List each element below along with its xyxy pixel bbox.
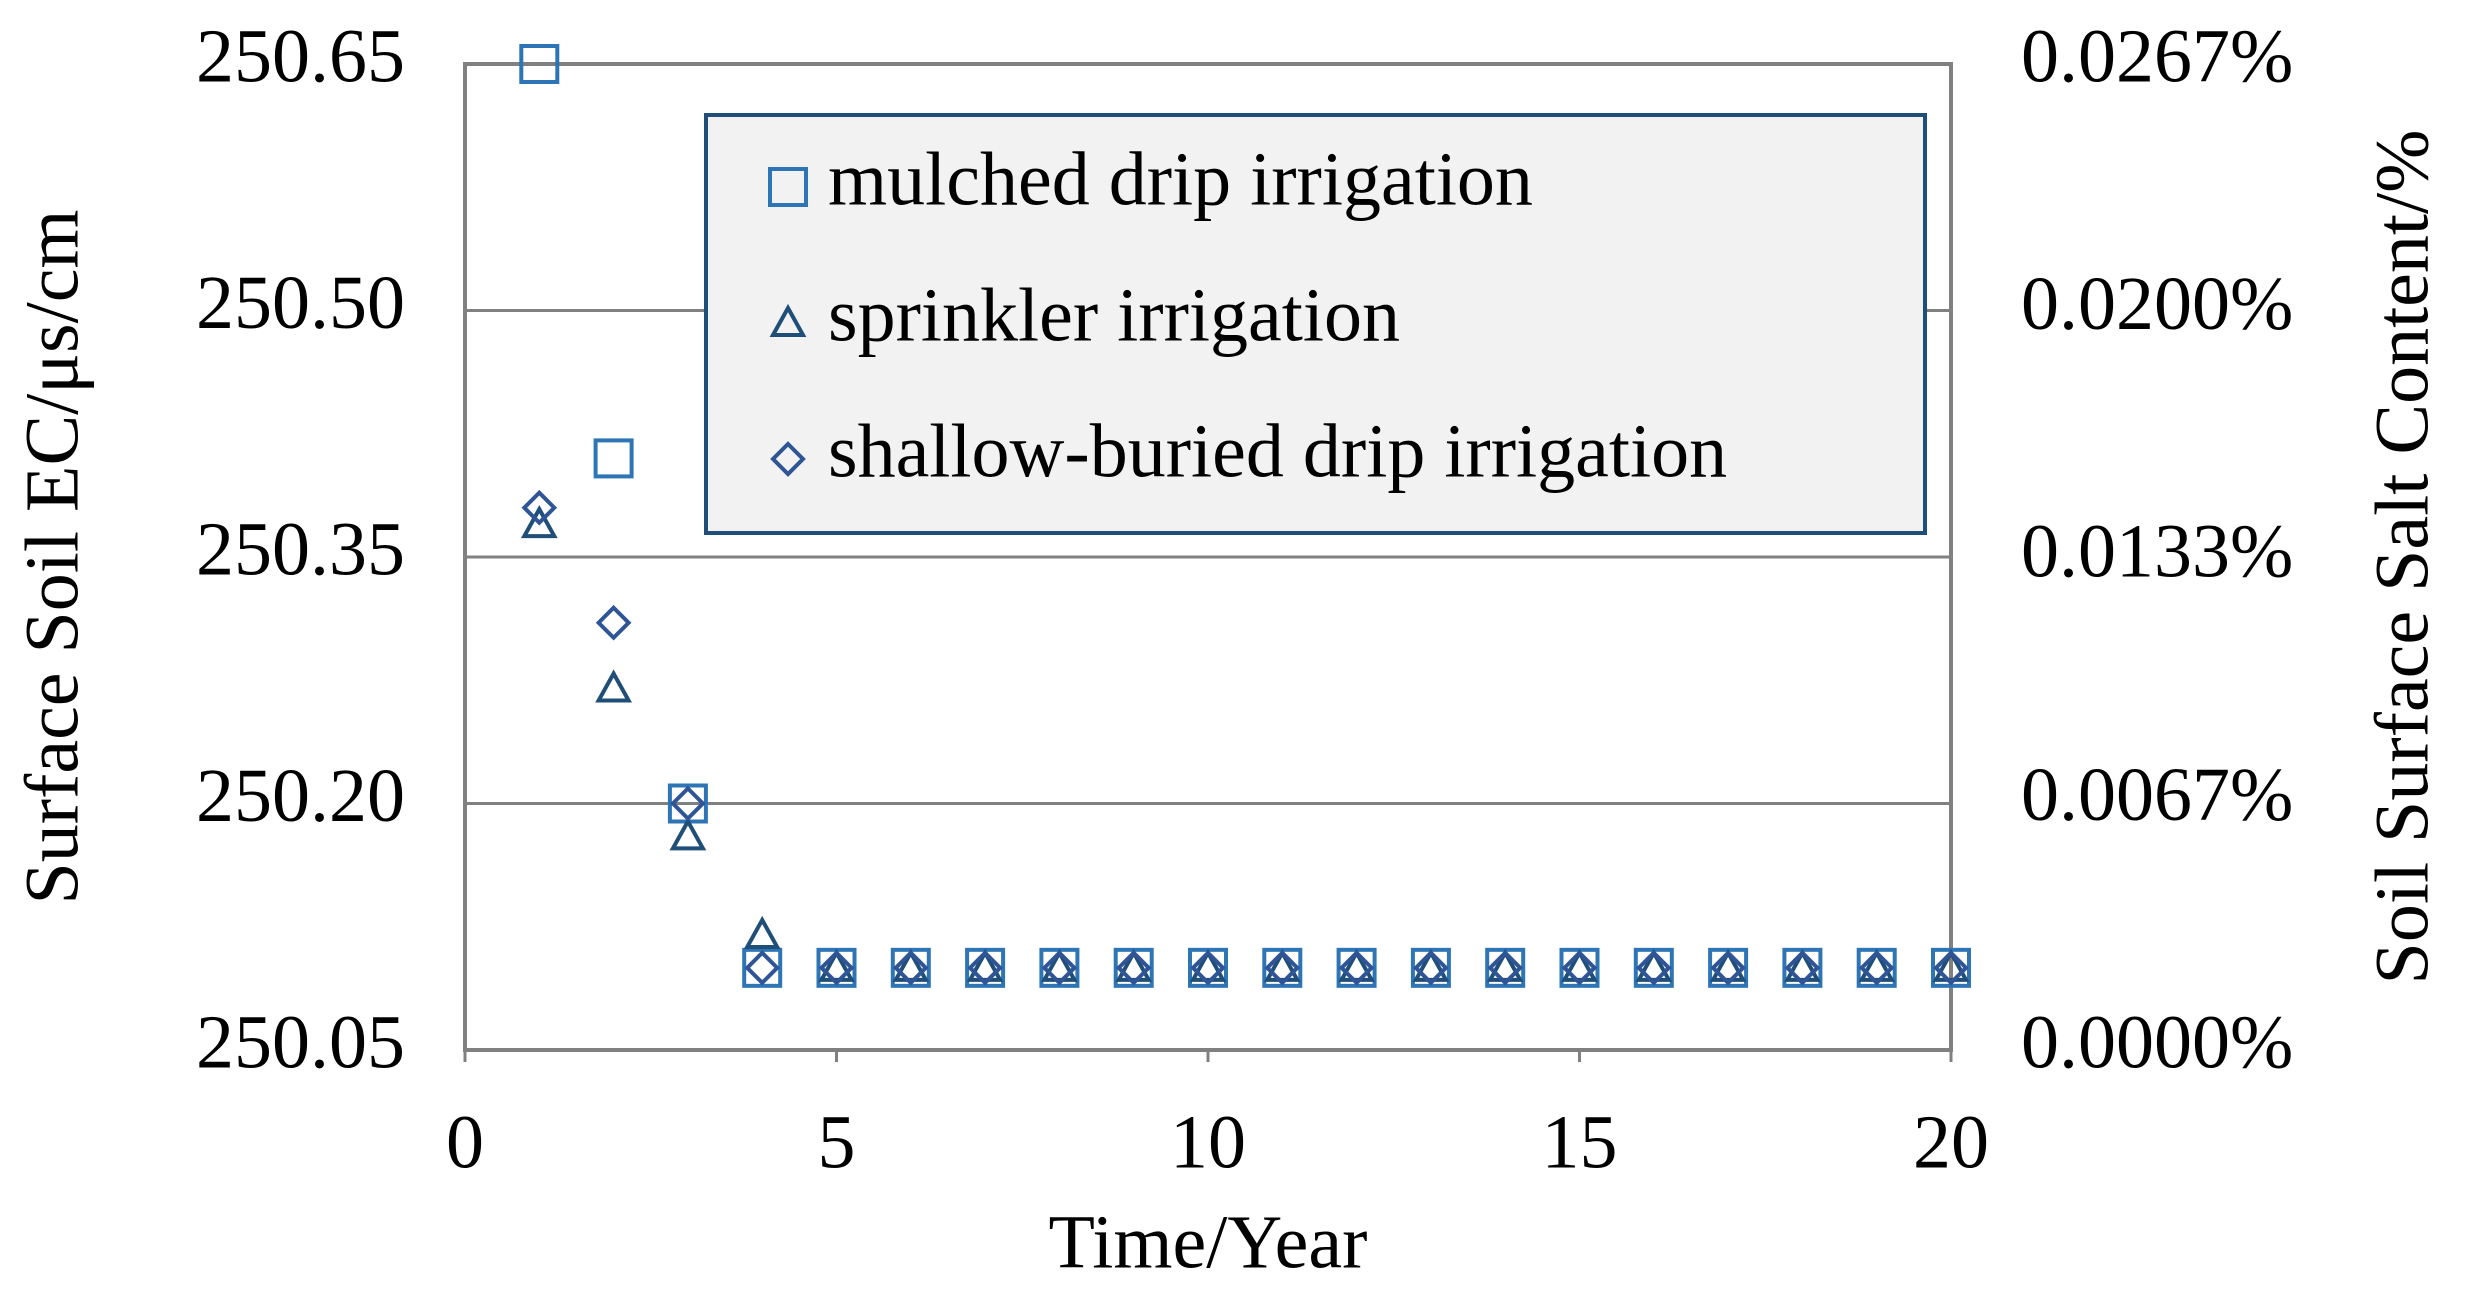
marker-square [519, 44, 560, 84]
x-tick-label: 20 [1913, 1100, 1989, 1184]
y-tick-label: 250.05 [196, 1000, 405, 1084]
y-tick-label: 250.50 [196, 261, 405, 345]
x-axis-label: Time/Year [1049, 1200, 1368, 1284]
marker-diamond [1264, 950, 1301, 986]
marker-diamond [967, 950, 1003, 986]
marker-triangle [966, 948, 1004, 982]
legend-box [704, 113, 1927, 535]
marker-triangle [743, 915, 781, 949]
x-tick-label: 5 [818, 1100, 856, 1184]
marker-triangle [1115, 948, 1153, 982]
marker-triangle [1412, 948, 1450, 982]
x-tick-label: 0 [446, 1100, 484, 1184]
marker-triangle [892, 948, 930, 982]
marker-diamond [1190, 950, 1226, 986]
marker-triangle [1561, 948, 1598, 982]
y-tick-label: 250.35 [196, 507, 405, 591]
marker-triangle [1338, 948, 1375, 982]
marker-diamond [1858, 950, 1895, 986]
marker-diamond [1413, 950, 1449, 986]
plot-frame [463, 62, 1953, 1052]
marker-square [593, 438, 634, 479]
marker-triangle [1858, 948, 1896, 982]
marker-diamond [1561, 950, 1598, 986]
marker-diamond [1041, 950, 1078, 986]
marker-triangle [818, 948, 855, 982]
marker-triangle [1635, 948, 1673, 982]
marker-diamond [892, 950, 929, 986]
marker-diamond [1635, 950, 1672, 986]
marker-triangle [1784, 948, 1821, 982]
y2-tick-label: 0.0000% [2021, 1000, 2293, 1084]
x-tick-label: 15 [1542, 1100, 1618, 1184]
marker-diamond [744, 950, 781, 986]
y2-tick-label: 0.0133% [2021, 509, 2293, 593]
y-axis-label: Surface Soil EC/μs/cm [10, 209, 94, 904]
marker-triangle [1041, 948, 1078, 982]
marker-diamond [595, 604, 632, 641]
marker-triangle [520, 505, 558, 539]
legend: mulched drip irrigation sprinkler irrigat… [704, 113, 1927, 535]
marker-diamond [670, 785, 706, 822]
marker-square [742, 947, 783, 988]
marker-diamond [1115, 950, 1152, 986]
marker-diamond [770, 441, 806, 477]
marker-diamond [1710, 950, 1746, 986]
marker-triangle [1263, 948, 1301, 982]
x-tick-label: 10 [1170, 1100, 1246, 1184]
y-tick-label: 250.20 [196, 754, 405, 838]
marker-triangle [1709, 948, 1747, 982]
marker-diamond [1784, 950, 1821, 986]
marker-triangle [1486, 948, 1524, 982]
y2-tick-label: 0.0067% [2021, 753, 2293, 837]
marker-triangle [595, 669, 632, 703]
marker-diamond [1487, 950, 1524, 986]
marker-triangle [669, 817, 707, 851]
marker-triangle [1189, 948, 1227, 982]
y-tick-label: 250.65 [196, 14, 405, 98]
legend-label: sprinkler irrigation [828, 273, 1400, 357]
marker-diamond [521, 489, 558, 526]
legend-label: mulched drip irrigation [828, 137, 1533, 221]
marker-square [768, 167, 808, 207]
y2-tick-label: 0.0267% [2021, 14, 2293, 98]
marker-diamond [1338, 950, 1375, 986]
marker-triangle [1932, 948, 1970, 982]
y2-tick-label: 0.0200% [2021, 262, 2293, 346]
legend-label: shallow-buried drip irrigation [828, 409, 1727, 493]
marker-triangle [769, 303, 807, 337]
marker-diamond [818, 950, 855, 986]
y2-axis-label: Soil Surface Salt Content/% [2360, 130, 2444, 985]
marker-diamond [1933, 950, 1969, 986]
